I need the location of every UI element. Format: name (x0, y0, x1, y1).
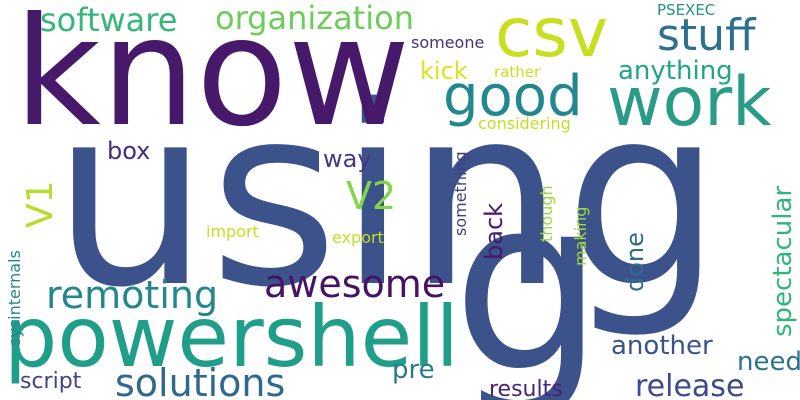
word-though: though (537, 185, 556, 242)
word-powershell: powershell (4, 288, 459, 386)
word-anything: anything (618, 56, 733, 86)
word-way: way (323, 145, 372, 173)
word-know: know (14, 0, 410, 160)
word-V1: V1 (20, 180, 61, 228)
word-spectacular: spectacular (768, 186, 798, 337)
word-pre: pre (392, 355, 435, 385)
word-stuff: stuff (657, 10, 757, 61)
word-software: software (40, 1, 177, 39)
word-release: release (635, 369, 744, 400)
word-rather: rather (494, 63, 541, 81)
word-work: work (607, 63, 772, 142)
word-csv: csv (495, 0, 608, 73)
word-solutions: solutions (115, 361, 285, 400)
word-script: script (20, 369, 82, 394)
word-something: something (451, 151, 470, 236)
word-remoting: remoting (46, 273, 218, 317)
word-considering: considering (478, 114, 571, 133)
word-done: done (621, 232, 649, 292)
word-results: results (489, 377, 563, 400)
word-g: g (452, 145, 604, 400)
word-kick: kick (420, 57, 468, 85)
word-using: using (52, 54, 722, 342)
word-back: back (480, 203, 508, 260)
word-making: making (571, 207, 590, 266)
word-awesome: awesome (264, 262, 445, 306)
word-sysinternals: sysinternals (5, 250, 24, 346)
word-import: import (206, 222, 259, 241)
word-PSEXEC: PSEXEC (657, 1, 715, 19)
word-need: need (737, 347, 800, 377)
word-export: export (332, 228, 384, 247)
word-V2: V2 (346, 174, 396, 218)
word-someone: someone (411, 33, 484, 52)
word-organization: organization (215, 0, 414, 37)
word-good: good (443, 64, 583, 129)
word-another: another (611, 331, 713, 361)
word-box: box (107, 137, 150, 165)
